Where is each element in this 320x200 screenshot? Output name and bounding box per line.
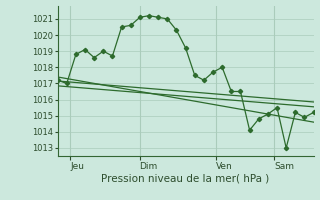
X-axis label: Pression niveau de la mer( hPa ): Pression niveau de la mer( hPa ) (101, 173, 270, 183)
